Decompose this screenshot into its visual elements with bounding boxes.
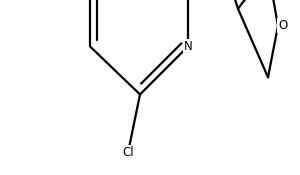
Text: N: N [184, 40, 192, 53]
Text: Cl: Cl [122, 146, 134, 159]
Text: O: O [278, 19, 287, 32]
